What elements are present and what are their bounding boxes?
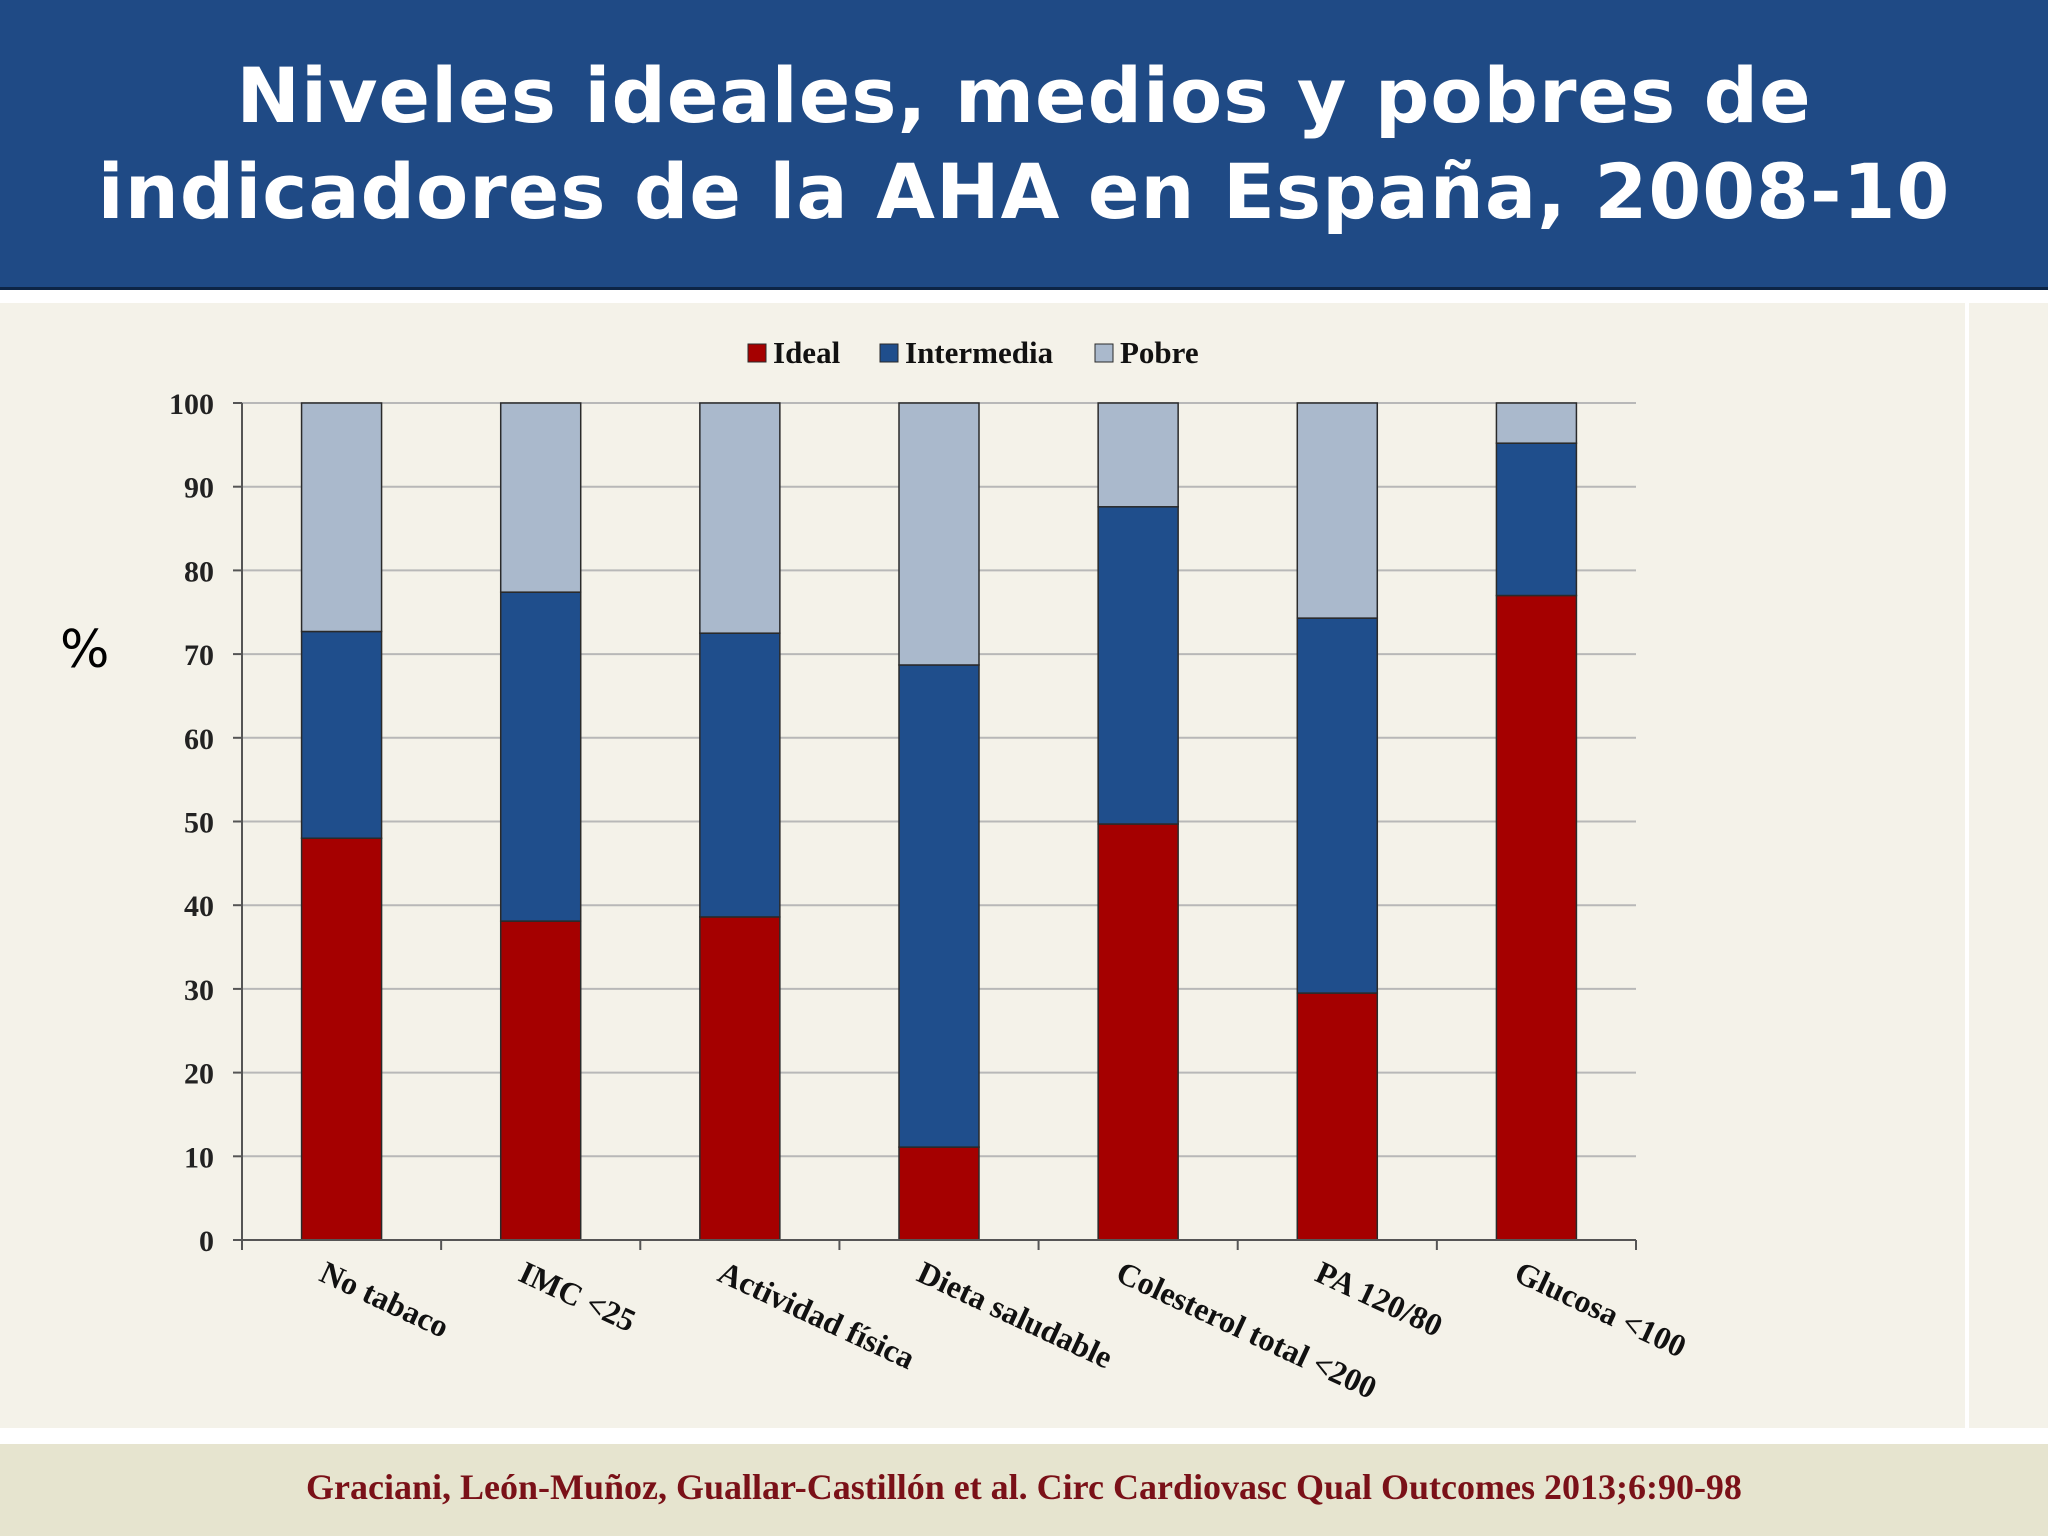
bar-segment-intermedia <box>1097 506 1179 825</box>
bar-segment-ideal <box>1495 594 1578 1241</box>
bar-segment-intermedia <box>499 591 582 922</box>
y-tick-label: 80 <box>184 555 214 588</box>
legend-swatch-pobre <box>1094 343 1114 363</box>
bar-segment-pobre <box>898 402 980 666</box>
y-tick-label: 40 <box>184 890 214 923</box>
bar-segment-pobre <box>699 402 781 634</box>
bar-segment-pobre <box>300 402 383 633</box>
footer-band <box>0 1444 2048 1536</box>
legend-label-pobre: Pobre <box>1120 335 1199 370</box>
x-tick-label: Glucosa <100 <box>1509 1254 1691 1365</box>
slide-title-line-1: Niveles ideales, medios y pobres de <box>236 51 1812 140</box>
legend-swatch-ideal <box>747 343 767 363</box>
bar-segment-pobre <box>1495 402 1578 444</box>
y-tick-label: 50 <box>184 807 214 840</box>
bar-segment-intermedia <box>1495 442 1578 597</box>
y-tick-label: 10 <box>184 1141 214 1174</box>
bar-segment-intermedia <box>300 630 383 839</box>
legend-swatch-intermedia <box>879 343 899 363</box>
x-tick-label: PA 120/80 <box>1310 1254 1448 1344</box>
right-margin-strip <box>1969 303 2048 1428</box>
y-axis-unit-label: % <box>60 620 110 680</box>
x-tick-label: Actividad física <box>713 1254 921 1376</box>
bar-segment-pobre <box>499 402 582 593</box>
bar-segment-ideal <box>1097 823 1179 1241</box>
title-banner: Niveles ideales, medios y pobres de indi… <box>0 0 2048 290</box>
y-tick-label: 90 <box>184 472 214 505</box>
x-tick-label: Dieta saludable <box>912 1254 1118 1376</box>
bar-segment-ideal <box>499 920 582 1241</box>
bar-segment-pobre <box>1296 402 1379 619</box>
y-tick-label: 0 <box>199 1225 214 1258</box>
y-tick-label: 70 <box>184 639 214 672</box>
bar-segment-ideal <box>699 916 781 1241</box>
bar-segment-pobre <box>1097 402 1179 508</box>
slide-title-line-2: indicadores de la AHA en España, 2008-10 <box>97 147 1951 236</box>
x-tick-label: No tabaco <box>315 1254 455 1345</box>
bar-segment-ideal <box>1296 992 1379 1241</box>
y-tick-label: 30 <box>184 974 214 1007</box>
legend-label-intermedia: Intermedia <box>905 335 1054 370</box>
slide-title: Niveles ideales, medios y pobres de indi… <box>0 48 2048 240</box>
y-tick-label: 20 <box>184 1058 214 1091</box>
bar-segment-ideal <box>300 837 383 1241</box>
bar-segment-intermedia <box>699 632 781 918</box>
bar-segment-intermedia <box>898 664 980 1148</box>
citation-text: Graciani, León-Muñoz, Guallar-Castillón … <box>306 1467 1742 1507</box>
y-tick-label: 100 <box>169 388 214 421</box>
legend-label-ideal: Ideal <box>773 335 841 370</box>
bar-segment-intermedia <box>1296 617 1379 994</box>
bar-segment-ideal <box>898 1146 980 1241</box>
x-tick-label: IMC <25 <box>514 1254 642 1339</box>
y-tick-label: 60 <box>184 723 214 756</box>
